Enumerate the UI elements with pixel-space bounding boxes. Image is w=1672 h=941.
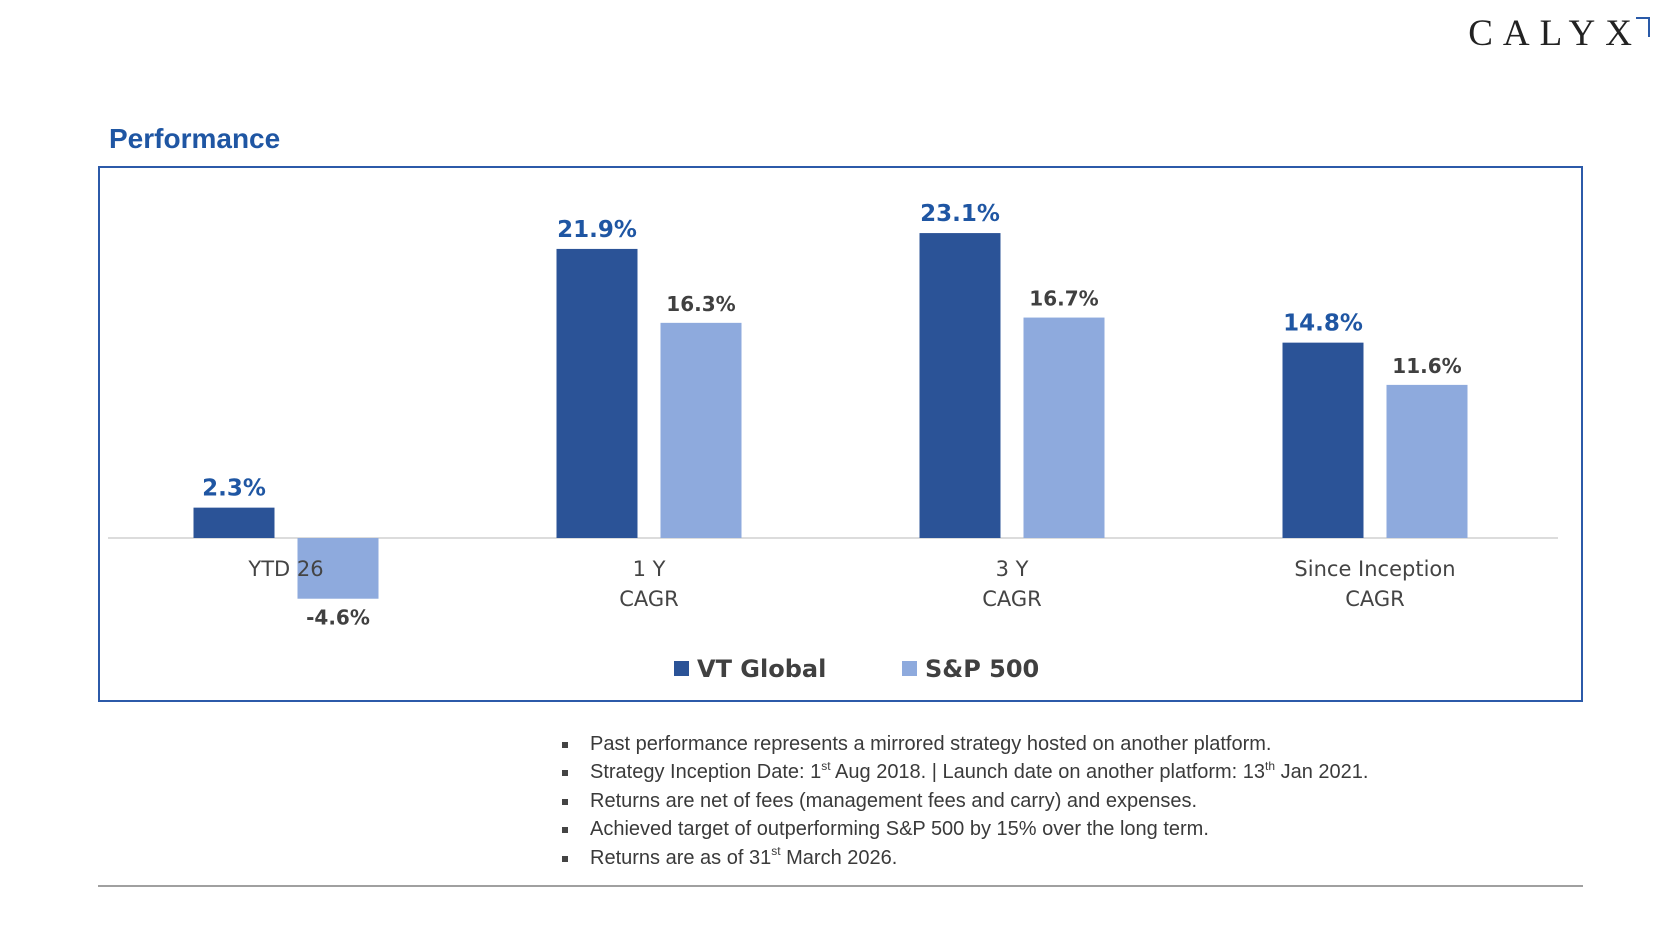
category-label: 3 Y bbox=[996, 557, 1029, 581]
category-label: Since Inception bbox=[1294, 557, 1455, 581]
logo-corner-mark bbox=[1636, 17, 1650, 37]
ordinal-suffix: st bbox=[821, 758, 831, 773]
legend-swatch bbox=[902, 661, 917, 676]
bar-sp500 bbox=[1023, 317, 1105, 538]
bar-vt-global bbox=[919, 233, 1001, 538]
data-label: 14.8% bbox=[1283, 311, 1363, 337]
note-item: Strategy Inception Date: 1st Aug 2018. |… bbox=[562, 758, 1368, 786]
bar-sp500 bbox=[1386, 384, 1468, 538]
category-label: CAGR bbox=[619, 587, 679, 611]
legend-label: VT Global bbox=[697, 655, 826, 683]
bar-sp500 bbox=[660, 322, 742, 538]
ordinal-suffix: st bbox=[771, 843, 781, 858]
category-label: 1 Y bbox=[633, 557, 666, 581]
performance-chart: 2.3% -4.6% YTD 26 21.9% 16.3% 1 Y CAGR 23.1% 16.… bbox=[108, 201, 1558, 683]
notes-list: Past performance represents a mirrored s… bbox=[562, 730, 1368, 872]
bar-vt-global bbox=[193, 507, 275, 538]
note-item: Past performance represents a mirrored s… bbox=[562, 730, 1368, 758]
note-item: Returns are net of fees (management fees… bbox=[562, 787, 1368, 815]
ordinal-suffix: th bbox=[1265, 758, 1276, 773]
calyx-logo: CALYX bbox=[1468, 13, 1642, 54]
data-label: 23.1% bbox=[920, 201, 1000, 227]
page-title: Performance bbox=[109, 123, 281, 154]
category-label: CAGR bbox=[1345, 587, 1405, 611]
note-item: Returns are as of 31st March 2026. bbox=[562, 844, 1368, 872]
legend-swatch bbox=[674, 661, 689, 676]
bar-vt-global bbox=[556, 248, 638, 539]
bar-vt-global bbox=[1282, 342, 1364, 538]
data-label: 16.3% bbox=[666, 292, 735, 316]
legend-label: S&P 500 bbox=[925, 655, 1039, 683]
category-label: CAGR bbox=[982, 587, 1042, 611]
data-label: 16.7% bbox=[1029, 287, 1098, 311]
chart-frame: 2.3% -4.6% YTD 26 21.9% 16.3% 1 Y CAGR 23.1% 16.… bbox=[98, 166, 1583, 702]
bar-sp500 bbox=[297, 538, 379, 599]
data-label: -4.6% bbox=[306, 606, 370, 630]
category-label: YTD 26 bbox=[247, 557, 323, 581]
data-label: 11.6% bbox=[1392, 354, 1461, 378]
data-label: 21.9% bbox=[557, 217, 637, 243]
note-item: Achieved target of outperforming S&P 500… bbox=[562, 815, 1368, 843]
data-label: 2.3% bbox=[202, 476, 266, 502]
footer-divider bbox=[98, 885, 1583, 887]
